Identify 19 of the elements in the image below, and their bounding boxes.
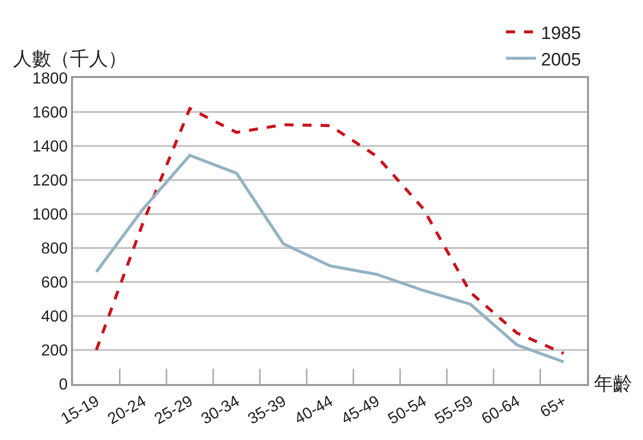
x-tick-label: 45-49 xyxy=(338,392,383,428)
legend-label: 1985 xyxy=(541,22,582,43)
y-tick-label: 800 xyxy=(41,240,68,258)
x-tick-label: 65+ xyxy=(538,392,570,422)
y-tick-label: 200 xyxy=(41,342,68,360)
y-tick-label: 1600 xyxy=(32,104,68,122)
legend-label: 2005 xyxy=(541,49,582,70)
x-tick-label: 40-44 xyxy=(292,392,336,428)
y-tick-label: 1400 xyxy=(32,138,68,156)
y-tick-label: 400 xyxy=(41,308,68,326)
x-axis-title: 年齡 xyxy=(594,374,632,395)
line-series xyxy=(94,154,566,364)
y-tick-label: 1800 xyxy=(32,70,68,88)
y-axis-title: 人數（千人） xyxy=(13,49,127,70)
y-tick-label: 1000 xyxy=(32,206,68,224)
y-tick-label: 0 xyxy=(58,376,68,394)
y-tick-label: 1200 xyxy=(32,172,68,190)
line-series xyxy=(94,107,566,355)
y-tick-label: 600 xyxy=(41,274,68,292)
